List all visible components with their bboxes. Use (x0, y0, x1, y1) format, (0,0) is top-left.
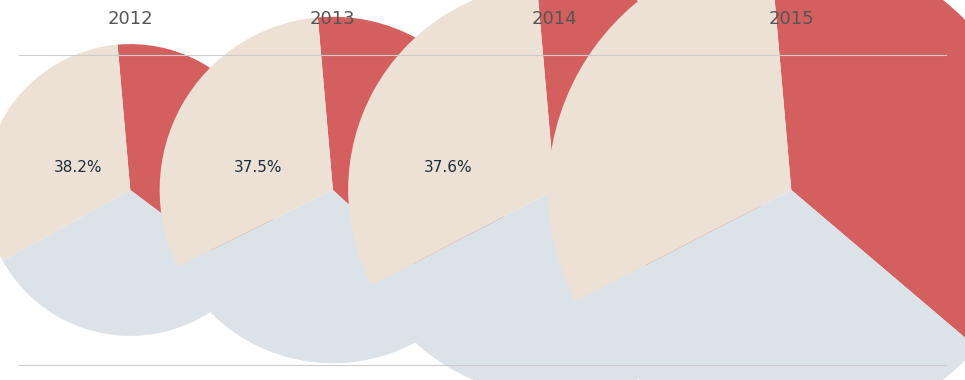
Wedge shape (548, 0, 791, 302)
Text: 2014: 2014 (532, 10, 578, 28)
Wedge shape (348, 0, 555, 285)
Wedge shape (317, 17, 507, 307)
Text: 2012: 2012 (107, 10, 153, 28)
Wedge shape (3, 190, 247, 336)
Text: 37.5%: 37.5% (234, 160, 282, 175)
Wedge shape (159, 17, 333, 267)
Text: 2015: 2015 (768, 10, 814, 28)
Wedge shape (118, 44, 276, 277)
Wedge shape (178, 190, 460, 363)
Text: 2013: 2013 (310, 10, 356, 28)
Text: 37.6%: 37.6% (425, 160, 473, 175)
Wedge shape (372, 190, 713, 380)
Wedge shape (0, 44, 130, 261)
Wedge shape (575, 190, 965, 380)
Wedge shape (770, 0, 965, 347)
Wedge shape (537, 0, 761, 323)
Text: 38.2%: 38.2% (53, 160, 102, 175)
